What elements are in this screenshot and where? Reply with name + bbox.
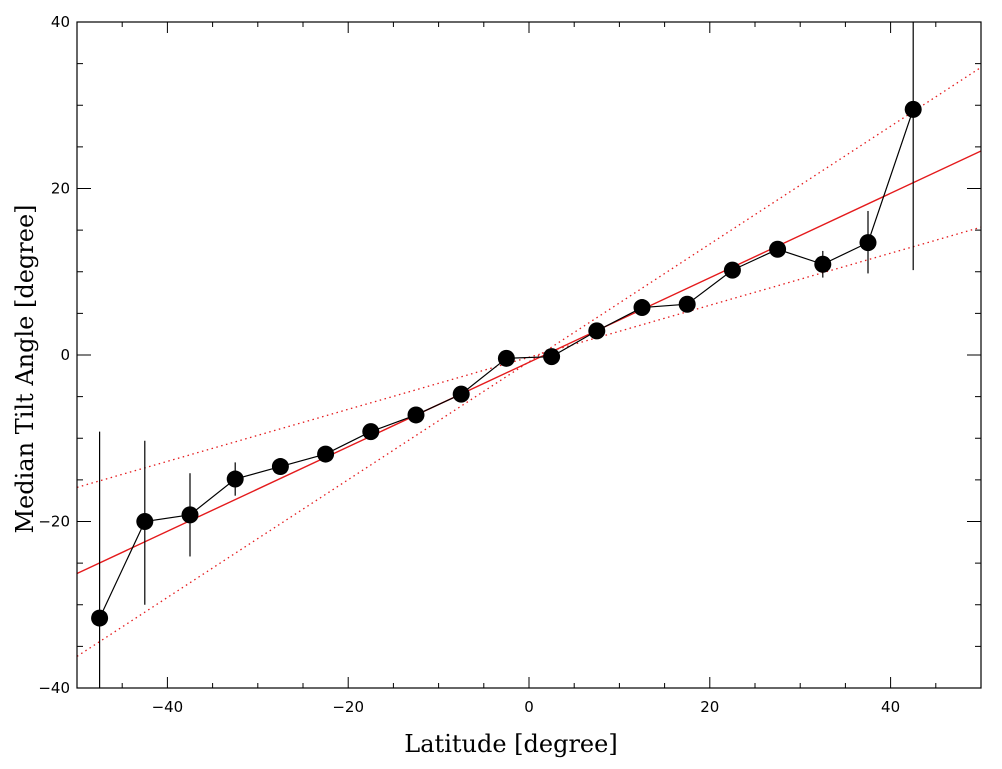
fit-line [77, 150, 981, 575]
data-point [136, 513, 154, 530]
data-point [814, 255, 832, 273]
plot-frame [76, 21, 982, 689]
y-tick-label: 20 [51, 180, 70, 198]
data-point [633, 299, 651, 317]
data-point [407, 406, 425, 424]
data-point [543, 348, 561, 366]
y-axis-title: Median Tilt Angle [degree] [11, 204, 39, 533]
data-point [181, 506, 199, 524]
x-tick-label: −20 [332, 698, 364, 716]
x-tick-label: 20 [700, 698, 719, 716]
x-tick-label: 0 [524, 698, 534, 716]
axis-ticks [77, 22, 981, 688]
data-point [362, 423, 380, 441]
y-tick-label: 0 [60, 346, 70, 364]
data-point [91, 609, 109, 627]
tick-labels: −40 −20 0 20 40 −40 −20 0 20 40 [38, 13, 900, 716]
x-tick-label: 40 [881, 698, 900, 716]
data-point [452, 385, 470, 403]
data-point [497, 349, 515, 367]
plot-area [77, 22, 981, 688]
data-point [859, 234, 877, 252]
data-point [588, 322, 606, 340]
data-point [769, 240, 787, 258]
data-point [904, 100, 922, 118]
y-tick-label: −40 [38, 679, 70, 697]
data-point [317, 445, 335, 463]
x-axis-title: Latitude [degree] [404, 730, 617, 758]
y-tick-label: 40 [51, 13, 70, 31]
y-tick-label: −20 [38, 513, 70, 531]
data-point [271, 458, 289, 476]
data-point [226, 470, 244, 488]
data-point [723, 261, 741, 279]
data-point [678, 295, 696, 313]
x-tick-label: −40 [152, 698, 184, 716]
